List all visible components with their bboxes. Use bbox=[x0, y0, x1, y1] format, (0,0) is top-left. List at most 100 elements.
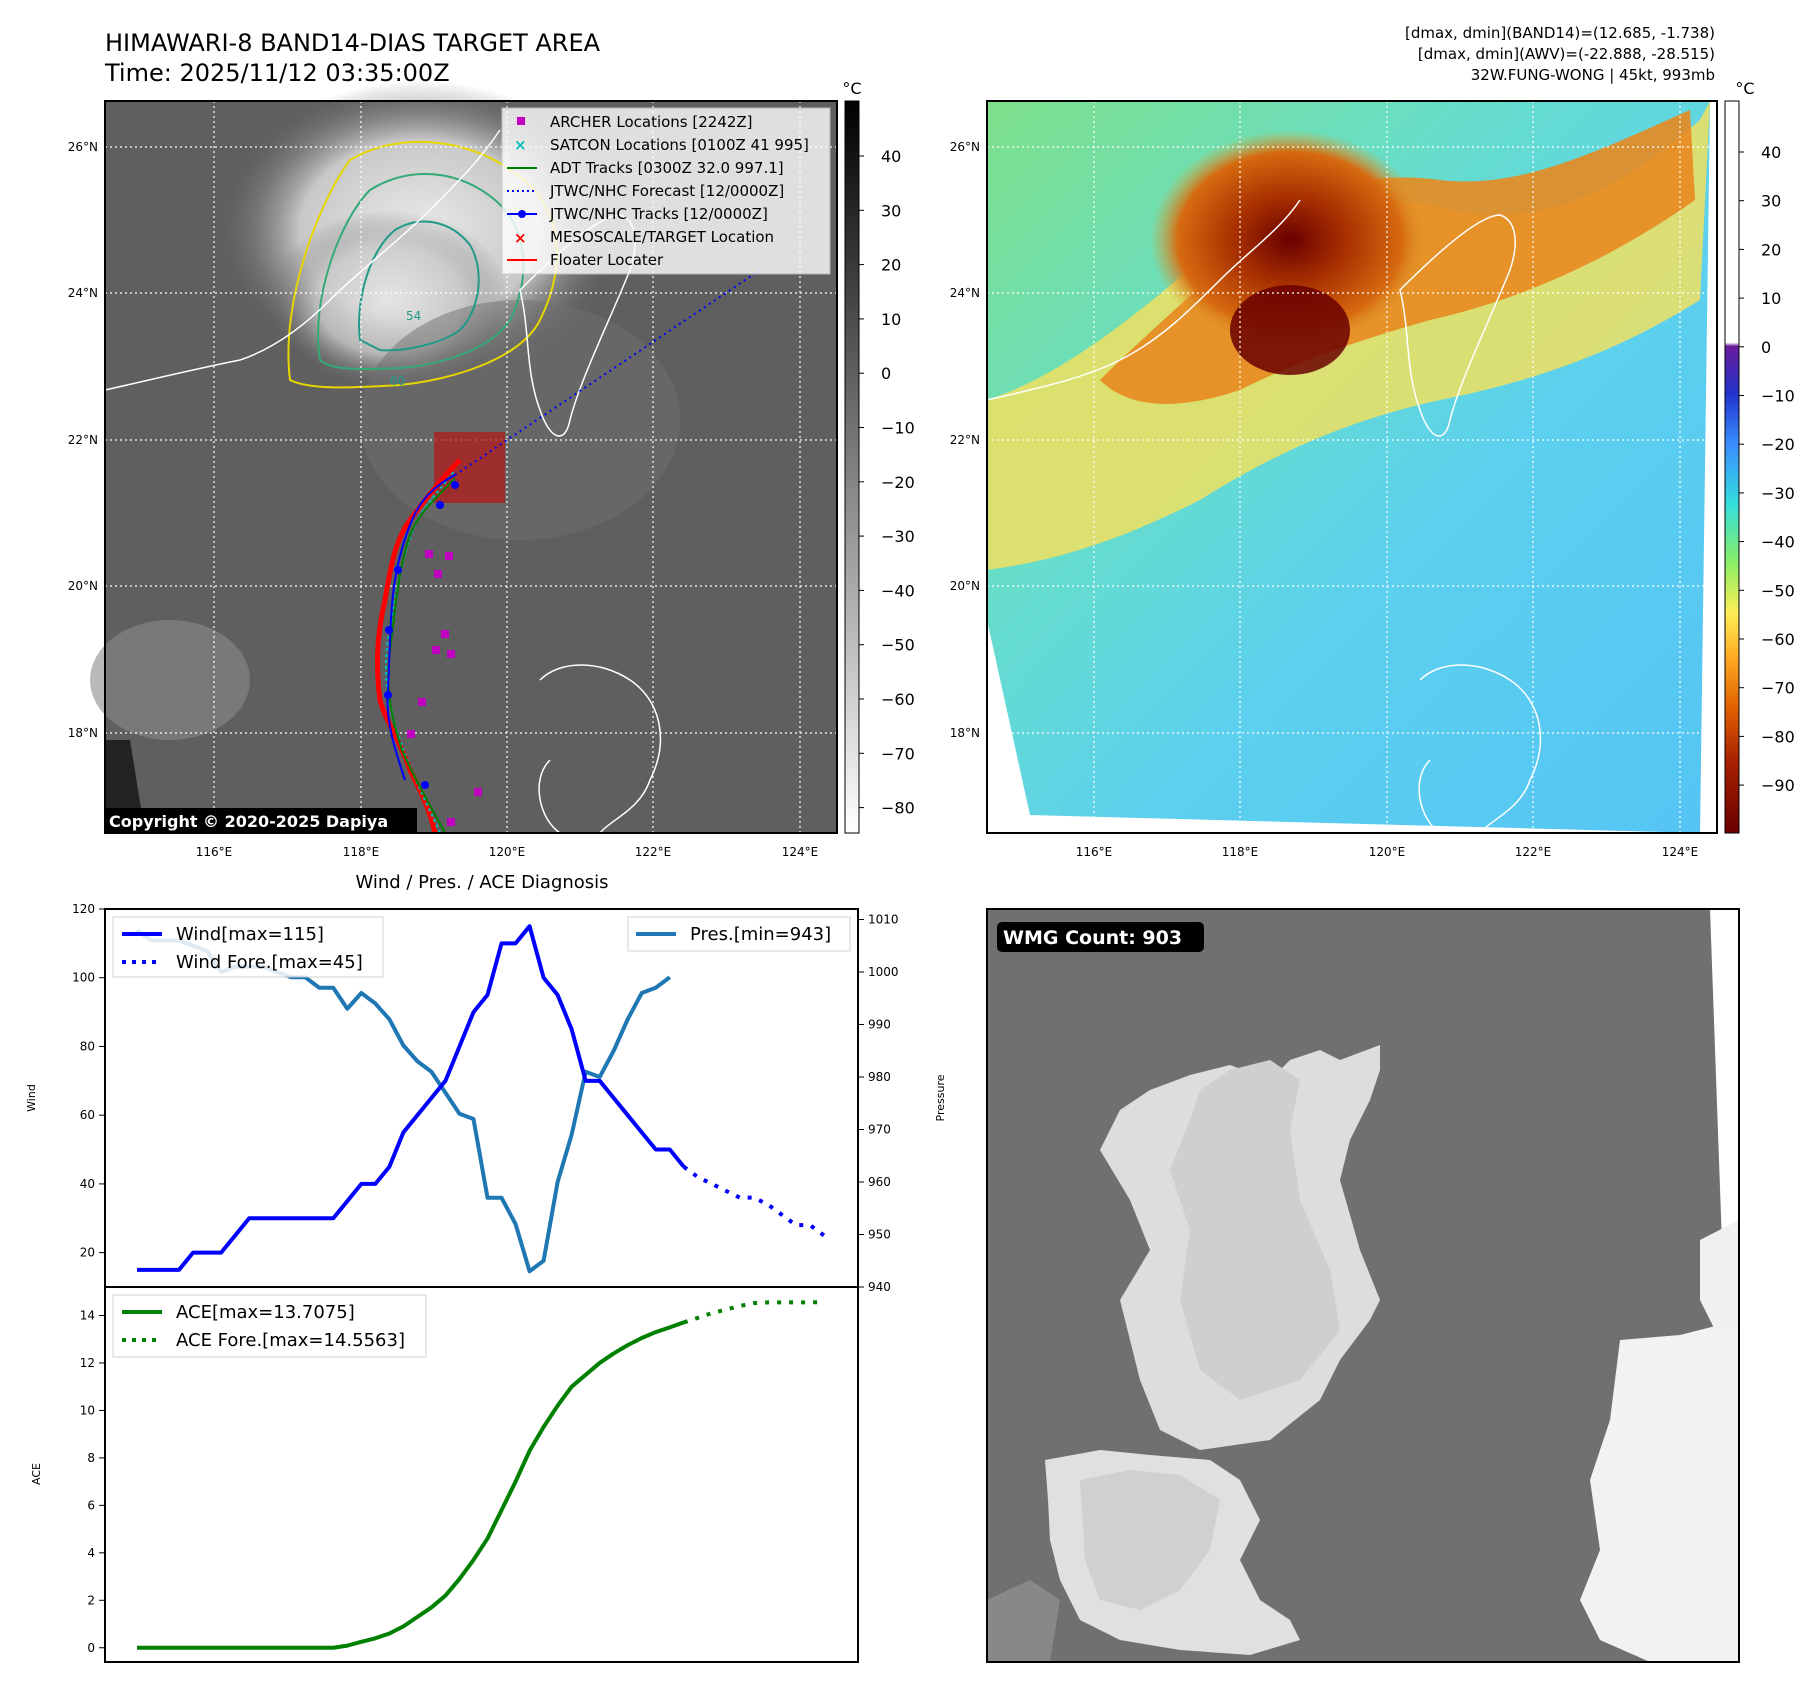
right-colorbar-unit: °C bbox=[1735, 79, 1754, 98]
left-colorbar-tick-label: −60 bbox=[881, 690, 915, 709]
legend-wind-fore: Wind Fore.[max=45] bbox=[176, 952, 363, 973]
contour-label-60: 60 bbox=[390, 374, 405, 388]
wind-ytick-label: 100 bbox=[72, 971, 95, 985]
legend-mesoscale: MESOSCALE/TARGET Location bbox=[550, 228, 774, 246]
info-storm: 32W.FUNG-WONG | 45kt, 993mb bbox=[1471, 66, 1715, 84]
right-lat-20: 20°N bbox=[950, 579, 980, 593]
wind-forecast-line bbox=[682, 1165, 826, 1238]
legend-jtwc-tracks: JTWC/NHC Tracks [12/0000Z] bbox=[549, 205, 768, 223]
right-colorbar-tick-label: 20 bbox=[1761, 240, 1781, 259]
left-colorbar-tick-label: 10 bbox=[881, 310, 901, 329]
copyright-box bbox=[104, 808, 417, 833]
legend-ace-fore: ACE Fore.[max=14.5563] bbox=[176, 1330, 405, 1351]
right-colorbar-tick-label: −80 bbox=[1761, 727, 1795, 746]
right-gridlines bbox=[987, 101, 1717, 833]
wmg-label-box bbox=[997, 922, 1204, 952]
ace-legend: ACE[max=13.7075] ACE Fore.[max=14.5563] bbox=[112, 1294, 427, 1358]
right-colorbar: °C 40 30 20 10 0 −10 −20 −30 −40 −50 −60 −70 −80 −90 bbox=[1724, 79, 1795, 834]
legend-satcon: SATCON Locations [0100Z 41 995] bbox=[550, 136, 809, 154]
left-colorbar-tick-label: −30 bbox=[881, 527, 915, 546]
left-lon-124: 124°E bbox=[782, 845, 819, 859]
legend-archer: ARCHER Locations [2242Z] bbox=[550, 113, 753, 131]
wind-legend: Wind[max=115] Wind Fore.[max=45] bbox=[112, 916, 384, 978]
pressure-ytick-label: 970 bbox=[868, 1123, 891, 1137]
left-lat-18: 18°N bbox=[68, 726, 98, 740]
jtwc-forecast bbox=[454, 269, 761, 476]
pressure-axis-label: Pressure bbox=[934, 1074, 947, 1121]
right-colorbar-tick-label: 40 bbox=[1761, 143, 1781, 162]
pressure-legend: Pres.[min=943] bbox=[627, 916, 851, 952]
right-lon-124: 124°E bbox=[1662, 845, 1699, 859]
ace-ytick-label: 6 bbox=[87, 1498, 95, 1512]
wmg-panel: WMG Count: 903 bbox=[986, 908, 1740, 1663]
wind-pressure-chart: 20 40 60 80 100 120 940 950 960 970 980 990 1000 101… bbox=[25, 902, 947, 1294]
pressure-ytick-label: 1000 bbox=[868, 965, 899, 979]
right-colorbar-tick-label: −30 bbox=[1761, 484, 1795, 503]
right-colorbar-tick-label: −40 bbox=[1761, 533, 1795, 552]
ace-ytick-label: 14 bbox=[80, 1308, 95, 1322]
left-colorbar-tick-label: 20 bbox=[881, 256, 901, 275]
pressure-ytick-label: 980 bbox=[868, 1070, 891, 1084]
right-colorbar-tick-label: −60 bbox=[1761, 630, 1795, 649]
left-colorbar-tick-label: 30 bbox=[881, 201, 901, 220]
wind-line bbox=[137, 924, 686, 1272]
left-colorbar: °C 40 30 20 10 0 −10 −20 −30 −40 −50 −60 −70 −80 bbox=[842, 79, 915, 834]
right-colorbar-tick-label: −50 bbox=[1761, 581, 1795, 600]
right-colorbar-tick-label: 30 bbox=[1761, 192, 1781, 211]
wind-ytick-label: 120 bbox=[72, 902, 95, 916]
wind-ytick-label: 40 bbox=[80, 1177, 95, 1191]
ace-ytick-label: 12 bbox=[80, 1356, 95, 1370]
left-colorbar-tick-label: −50 bbox=[881, 636, 915, 655]
figure-title: HIMAWARI-8 BAND14-DIAS TARGET AREA bbox=[105, 29, 601, 57]
legend-jtwc-forecast: JTWC/NHC Forecast [12/0000Z] bbox=[549, 182, 784, 200]
ace-ytick-label: 0 bbox=[87, 1641, 95, 1655]
contour-label-54: 54 bbox=[406, 309, 421, 323]
storm-core bbox=[1150, 130, 1430, 350]
copyright-text: Copyright © 2020-2025 Dapiya bbox=[109, 812, 388, 831]
ace-line bbox=[137, 1320, 685, 1650]
legend-pressure: Pres.[min=943] bbox=[690, 924, 831, 945]
left-lon-118: 118°E bbox=[343, 845, 380, 859]
pressure-ytick-label: 960 bbox=[868, 1175, 891, 1189]
right-lon-116: 116°E bbox=[1076, 845, 1113, 859]
ace-ytick-label: 4 bbox=[87, 1546, 95, 1560]
left-colorbar-tick-label: −80 bbox=[881, 799, 915, 818]
right-colorbar-tick-label: −20 bbox=[1761, 435, 1795, 454]
left-map-legend: ARCHER Locations [2242Z] × SATCON Locati… bbox=[501, 107, 831, 275]
right-lon-122: 122°E bbox=[1515, 845, 1552, 859]
chart-title: Wind / Pres. / ACE Diagnosis bbox=[355, 872, 608, 893]
legend-floater: Floater Locater bbox=[550, 251, 664, 269]
wmg-count-label: WMG Count: 903 bbox=[1003, 927, 1182, 949]
left-lat-26: 26°N bbox=[68, 140, 98, 154]
right-colorbar-tick-label: −10 bbox=[1761, 387, 1795, 406]
ace-ytick-label: 10 bbox=[80, 1403, 95, 1417]
left-colorbar-unit: °C bbox=[842, 79, 861, 98]
jtwc-track-points bbox=[384, 481, 459, 789]
left-lon-116: 116°E bbox=[196, 845, 233, 859]
floater-box bbox=[434, 432, 505, 503]
ace-forecast-line bbox=[683, 1300, 825, 1325]
wind-ytick-label: 60 bbox=[80, 1108, 95, 1122]
pressure-ytick-label: 940 bbox=[868, 1280, 891, 1294]
wind-ytick-label: 80 bbox=[80, 1039, 95, 1053]
svg-text:×: × bbox=[514, 229, 527, 247]
ace-ytick-label: 8 bbox=[87, 1451, 95, 1465]
left-colorbar-tick-label: −40 bbox=[881, 581, 915, 600]
left-lat-20: 20°N bbox=[68, 579, 98, 593]
right-lon-120: 120°E bbox=[1369, 845, 1406, 859]
right-lon-118: 118°E bbox=[1222, 845, 1259, 859]
wind-axis-label: Wind bbox=[25, 1084, 38, 1112]
info-band14: [dmax, dmin](BAND14)=(12.685, -1.738) bbox=[1405, 24, 1715, 42]
left-map-panel: 54 60 bbox=[68, 80, 838, 859]
left-colorbar-tick-label: −20 bbox=[881, 473, 915, 492]
left-lat-22: 22°N bbox=[68, 433, 98, 447]
archer-points bbox=[407, 550, 482, 826]
ace-ytick-label: 2 bbox=[87, 1593, 95, 1607]
legend-wind: Wind[max=115] bbox=[176, 924, 324, 945]
left-colorbar-tick-label: −70 bbox=[881, 744, 915, 763]
legend-ace: ACE[max=13.7075] bbox=[176, 1302, 355, 1323]
coastline-china bbox=[104, 129, 501, 391]
left-lat-24: 24°N bbox=[68, 286, 98, 300]
right-lat-24: 24°N bbox=[950, 286, 980, 300]
